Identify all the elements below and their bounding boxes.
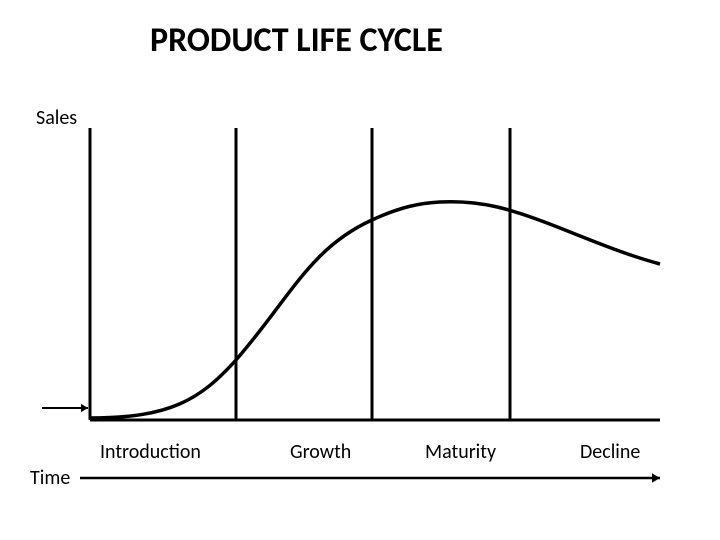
x-axis-origin-arrow bbox=[42, 404, 88, 412]
sales-curve bbox=[90, 202, 660, 418]
time-arrow bbox=[80, 473, 660, 483]
axes bbox=[90, 128, 660, 420]
stage-dividers bbox=[236, 128, 510, 420]
life-cycle-chart bbox=[0, 0, 720, 540]
